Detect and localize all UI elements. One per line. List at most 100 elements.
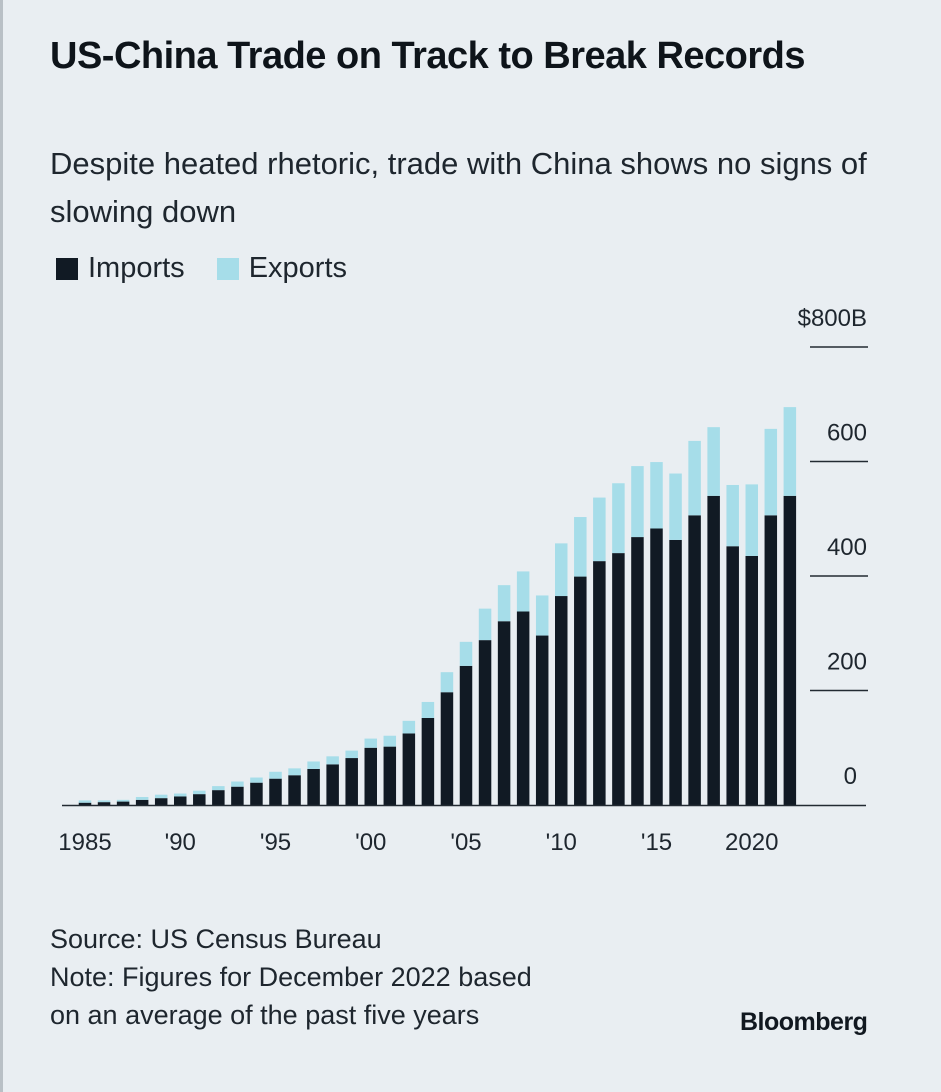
y-tick-label-400: 400 bbox=[827, 534, 867, 561]
exports-bar-2001 bbox=[383, 735, 397, 747]
imports-bar-1988 bbox=[135, 799, 149, 805]
bar-chart: 0 200 400 600 $800B 1985 '90 '95 '00 '05 '10 '15 20… bbox=[58, 305, 868, 856]
x-tick-label-2015: '15 bbox=[641, 829, 672, 856]
exports-bar-2021 bbox=[764, 428, 778, 516]
imports-bar-2017 bbox=[688, 515, 701, 806]
x-tick-label-1985: 1985 bbox=[58, 829, 111, 856]
imports-bar-1992 bbox=[212, 790, 225, 805]
exports-bar-1993 bbox=[231, 781, 244, 787]
exports-bar-2019 bbox=[726, 484, 739, 547]
exports-bar-1999 bbox=[345, 750, 358, 759]
exports-bar-2006 bbox=[478, 608, 492, 641]
exports-bar-1991 bbox=[193, 790, 206, 795]
exports-bar-2017 bbox=[688, 440, 701, 516]
imports-bar-2001 bbox=[383, 746, 397, 806]
imports-swatch bbox=[56, 257, 78, 280]
imports-bar-1985 bbox=[78, 802, 92, 805]
exports-bar-1994 bbox=[250, 777, 263, 783]
legend-label-imports: Imports bbox=[88, 252, 185, 284]
imports-bar-2003 bbox=[421, 717, 435, 805]
imports-bar-2002 bbox=[402, 733, 416, 805]
imports-bar-1996 bbox=[288, 775, 301, 805]
x-tick-label-2000: '00 bbox=[355, 829, 386, 856]
exports-bar-1987 bbox=[116, 799, 130, 802]
y-tick-label-600: 600 bbox=[827, 420, 867, 447]
legend-item-exports: Exports bbox=[216, 252, 348, 285]
imports-bar-1999 bbox=[345, 758, 358, 805]
exports-bar-2020 bbox=[745, 484, 758, 556]
exports-bar-2018 bbox=[707, 427, 720, 496]
imports-bar-2022 bbox=[783, 495, 797, 805]
chart-subtitle: Despite heated rhetoric, trade with Chin… bbox=[50, 146, 867, 229]
imports-bar-2000 bbox=[364, 747, 377, 805]
exports-swatch bbox=[216, 257, 239, 280]
imports-bar-1998 bbox=[326, 764, 339, 805]
footnotes: Source: US Census Bureau Note: Figures f… bbox=[50, 920, 532, 1034]
exports-bar-2012 bbox=[593, 497, 606, 562]
exports-bar-2022 bbox=[783, 407, 797, 496]
imports-bar-1994 bbox=[250, 782, 263, 805]
exports-bar-2002 bbox=[402, 720, 416, 734]
imports-bar-2005 bbox=[459, 665, 473, 805]
y-axis: 0 200 400 600 $800B bbox=[798, 305, 868, 790]
imports-bar-1997 bbox=[307, 768, 320, 805]
note-line-1: Note: Figures for December 2022 based bbox=[50, 962, 532, 992]
exports-bar-1990 bbox=[174, 793, 187, 797]
bloomberg-logo: Bloomberg bbox=[740, 1008, 868, 1036]
bars-group bbox=[78, 407, 797, 806]
x-tick-label-2005: '05 bbox=[450, 829, 481, 856]
exports-bar-1998 bbox=[326, 756, 339, 765]
exports-bar-1992 bbox=[212, 786, 225, 791]
legend: Imports Exports bbox=[56, 252, 379, 285]
imports-bar-2021 bbox=[764, 515, 778, 806]
imports-bar-2006 bbox=[478, 640, 492, 805]
exports-bar-2008 bbox=[516, 571, 530, 612]
x-tick-label-2010: '10 bbox=[546, 829, 577, 856]
exports-bar-1988 bbox=[135, 796, 149, 800]
exports-bar-1989 bbox=[154, 794, 168, 799]
exports-bar-1995 bbox=[269, 771, 282, 779]
y-tick-label-200: 200 bbox=[827, 649, 867, 676]
y-tick-label-0: 0 bbox=[844, 763, 857, 790]
imports-bar-1991 bbox=[193, 794, 206, 805]
imports-bar-1987 bbox=[116, 801, 130, 806]
y-tick-label-800: $800B bbox=[798, 305, 867, 332]
x-tick-label-1995: '95 bbox=[260, 829, 291, 856]
exports-bar-2005 bbox=[459, 641, 473, 666]
imports-bar-2012 bbox=[593, 561, 606, 805]
exports-bar-1997 bbox=[307, 761, 320, 769]
exports-bar-2016 bbox=[669, 473, 682, 540]
exports-bar-2003 bbox=[421, 701, 435, 718]
note-line-2: on an average of the past five years bbox=[50, 1000, 480, 1030]
imports-bar-1995 bbox=[269, 778, 282, 805]
legend-label-exports: Exports bbox=[248, 252, 348, 284]
x-tick-label-2020: 2020 bbox=[725, 829, 778, 856]
x-axis: 1985 '90 '95 '00 '05 '10 '15 2020 bbox=[58, 804, 866, 856]
imports-bar-2004 bbox=[440, 692, 454, 805]
imports-bar-2019 bbox=[726, 546, 739, 805]
imports-bar-1990 bbox=[174, 796, 187, 805]
exports-bar-2013 bbox=[612, 483, 625, 554]
imports-bar-2007 bbox=[497, 621, 511, 805]
exports-bar-2015 bbox=[650, 462, 663, 529]
imports-bar-2020 bbox=[745, 555, 758, 805]
exports-bar-2007 bbox=[497, 585, 511, 622]
chart-title: US-China Trade on Track to Break Records bbox=[50, 35, 806, 77]
exports-bar-2009 bbox=[535, 595, 549, 636]
exports-bar-2004 bbox=[440, 672, 454, 693]
imports-bar-2014 bbox=[631, 537, 644, 805]
exports-bar-1985 bbox=[78, 800, 92, 803]
imports-bar-2016 bbox=[669, 539, 682, 805]
legend-item-imports: Imports bbox=[56, 252, 185, 285]
imports-bar-2018 bbox=[707, 495, 720, 805]
imports-bar-1993 bbox=[231, 786, 244, 805]
imports-bar-1986 bbox=[97, 802, 111, 805]
x-tick-label-1990: '90 bbox=[165, 829, 196, 856]
exports-bar-2000 bbox=[364, 738, 377, 748]
exports-bar-2011 bbox=[574, 517, 587, 577]
imports-bar-2015 bbox=[650, 528, 663, 805]
exports-bar-1986 bbox=[97, 800, 111, 803]
imports-bar-1989 bbox=[154, 798, 168, 805]
imports-bar-2011 bbox=[574, 576, 587, 805]
